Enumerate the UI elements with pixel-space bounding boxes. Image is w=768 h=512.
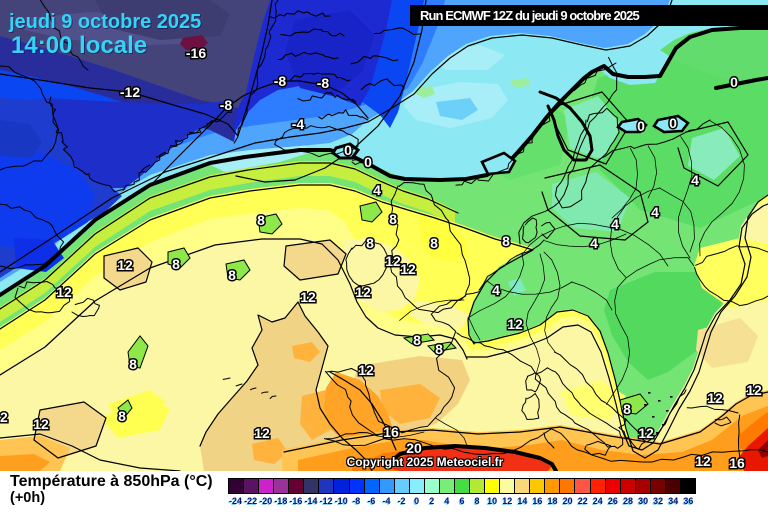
svg-text:0: 0 [364, 154, 372, 170]
svg-text:4: 4 [611, 216, 619, 232]
svg-text:12: 12 [117, 257, 133, 273]
svg-text:0: 0 [344, 142, 352, 158]
svg-text:8: 8 [389, 211, 397, 227]
svg-text:20: 20 [406, 440, 422, 456]
svg-text:-4: -4 [292, 116, 305, 132]
svg-text:4: 4 [492, 282, 500, 298]
svg-text:-16: -16 [186, 45, 206, 61]
svg-text:12: 12 [355, 284, 371, 300]
svg-text:8: 8 [413, 332, 421, 348]
svg-text:-8: -8 [317, 75, 330, 91]
svg-text:12: 12 [507, 316, 523, 332]
svg-text:12: 12 [56, 284, 72, 300]
svg-text:8: 8 [118, 408, 126, 424]
svg-text:4: 4 [373, 182, 381, 198]
svg-text:12: 12 [300, 289, 316, 305]
svg-text:8: 8 [129, 356, 137, 372]
svg-text:4: 4 [590, 235, 598, 251]
svg-text:0: 0 [637, 118, 645, 134]
svg-text:12: 12 [254, 425, 270, 441]
svg-text:12: 12 [695, 453, 711, 469]
svg-text:8: 8 [623, 401, 631, 417]
svg-text:0: 0 [669, 115, 677, 131]
svg-text:8: 8 [502, 233, 510, 249]
svg-text:8: 8 [228, 267, 236, 283]
svg-text:12: 12 [33, 416, 49, 432]
svg-text:-8: -8 [220, 97, 233, 113]
svg-text:8: 8 [366, 235, 374, 251]
svg-text:12: 12 [400, 261, 416, 277]
svg-text:4: 4 [651, 204, 659, 220]
svg-text:4: 4 [691, 172, 699, 188]
svg-text:12: 12 [358, 362, 374, 378]
svg-text:12: 12 [385, 253, 401, 269]
svg-text:0: 0 [730, 74, 738, 90]
svg-text:-12: -12 [120, 84, 140, 100]
svg-text:-8: -8 [274, 73, 287, 89]
svg-text:8: 8 [172, 256, 180, 272]
svg-text:16: 16 [383, 424, 399, 440]
svg-text:8: 8 [257, 212, 265, 228]
svg-text:12: 12 [746, 382, 762, 398]
svg-text:16: 16 [729, 455, 745, 471]
svg-text:12: 12 [707, 390, 723, 406]
svg-text:8: 8 [435, 341, 443, 357]
svg-text:8: 8 [430, 235, 438, 251]
svg-text:12: 12 [638, 425, 654, 441]
svg-text:12: 12 [0, 409, 8, 425]
